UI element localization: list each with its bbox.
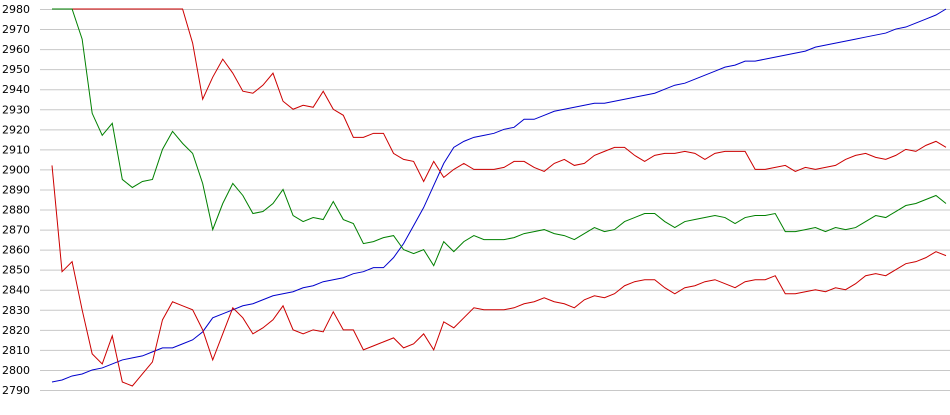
series-line: [52, 8, 947, 183]
y-tick-label: 2910: [2, 143, 30, 156]
y-tick-label: 2960: [2, 43, 30, 56]
y-tick-label: 2950: [2, 63, 30, 76]
y-tick-label: 2830: [2, 304, 30, 317]
y-tick-label: 2810: [2, 344, 30, 357]
y-tick-label: 2930: [2, 103, 30, 116]
y-tick-label: 2870: [2, 224, 30, 237]
y-tick-label: 2900: [2, 163, 30, 176]
y-tick-label: 2790: [2, 384, 30, 397]
series-line: [52, 8, 947, 267]
y-tick-label: 2920: [2, 123, 30, 136]
series-line: [51, 165, 947, 387]
y-tick-label: 2890: [2, 183, 30, 196]
y-tick-label: 2980: [2, 3, 30, 16]
y-tick-label: 2940: [2, 83, 30, 96]
y-tick-label: 2970: [2, 23, 30, 36]
y-tick-label: 2860: [2, 244, 30, 257]
y-tick-label: 2820: [2, 324, 30, 337]
series-line: [51, 8, 947, 383]
y-tick-label: 2850: [2, 264, 30, 277]
y-tick-label: 2880: [2, 204, 30, 217]
y-tick-label: 2840: [2, 284, 30, 297]
y-tick-label: 2800: [2, 364, 30, 377]
